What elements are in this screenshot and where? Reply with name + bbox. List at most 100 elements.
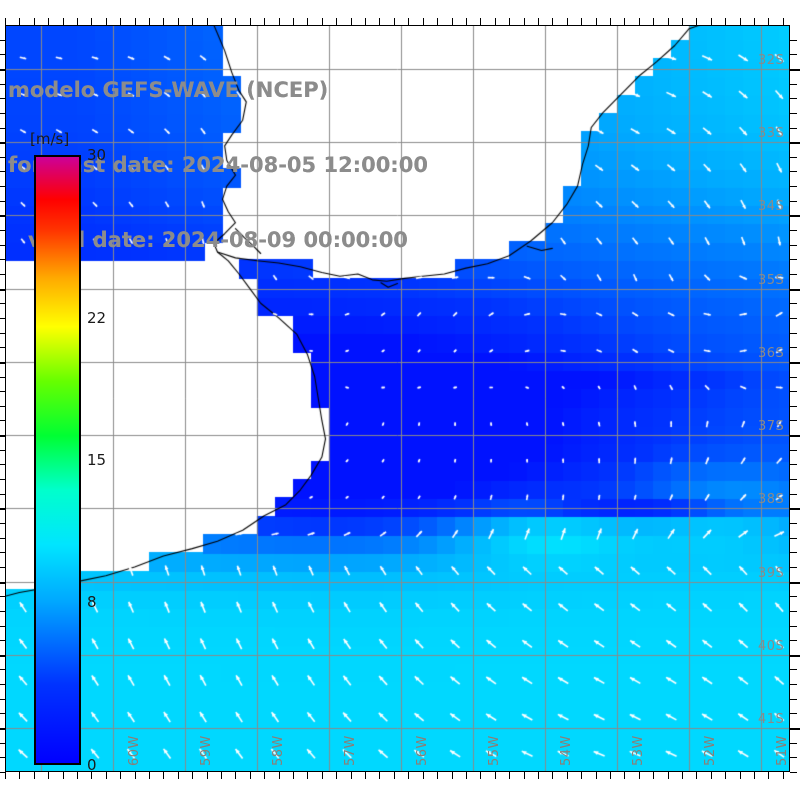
colorbar-legend[interactable]: [m/s] 30 22 15 8 0 [30, 130, 106, 774]
latitude-label-36S: 36S [758, 345, 785, 361]
map-plot-area[interactable] [5, 25, 790, 772]
axis-minor-tick [293, 772, 294, 779]
axis-minor-tick [149, 772, 150, 779]
colorbar-units-label: [m/s] [30, 130, 70, 148]
longitude-label-58W: 58W [271, 735, 287, 766]
axis-minor-tick [336, 772, 337, 779]
colorbar-gradient [36, 157, 79, 763]
axis-minor-tick [307, 772, 308, 779]
axis-minor-tick [250, 18, 251, 25]
axis-ruler-left [0, 25, 5, 773]
axis-minor-tick [509, 18, 510, 25]
axis-minor-tick [696, 772, 697, 779]
latitude-label-40S: 40S [758, 638, 785, 654]
colorbar-tick-30: 30 [87, 146, 107, 164]
axis-minor-tick [790, 84, 797, 85]
axis-minor-tick [696, 18, 697, 25]
axis-minor-tick [135, 772, 136, 779]
axis-minor-tick [790, 611, 797, 612]
axis-minor-tick [48, 772, 49, 779]
axis-minor-tick [19, 772, 20, 779]
axis-minor-tick [790, 128, 797, 129]
axis-minor-tick [379, 18, 380, 25]
wind-direction-arrows-canvas [5, 25, 790, 772]
axis-minor-tick [0, 201, 5, 202]
axis-minor-tick [394, 18, 395, 25]
axis-minor-tick [394, 772, 395, 779]
axis-minor-tick [0, 626, 5, 627]
axis-minor-tick [437, 772, 438, 779]
axis-minor-tick [740, 18, 741, 25]
axis-minor-tick [790, 684, 797, 685]
longitude-label-55W: 55W [487, 735, 503, 766]
axis-minor-tick [790, 772, 797, 773]
axis-minor-tick [538, 772, 539, 779]
axis-minor-tick [0, 84, 5, 85]
axis-minor-tick [19, 18, 20, 25]
axis-minor-tick [552, 18, 553, 25]
colorbar-tick-15: 15 [87, 451, 107, 469]
axis-minor-tick [0, 494, 5, 495]
axis-minor-tick [790, 157, 797, 158]
axis-minor-tick [790, 201, 797, 202]
axis-minor-tick [221, 18, 222, 25]
axis-minor-tick [0, 333, 5, 334]
axis-minor-tick [0, 669, 5, 670]
axis-minor-tick [610, 772, 611, 779]
axis-minor-tick [790, 713, 797, 714]
axis-minor-tick [63, 772, 64, 779]
axis-minor-tick [279, 18, 280, 25]
axis-minor-tick [0, 54, 5, 55]
axis-minor-tick [0, 596, 5, 597]
axis-minor-tick [91, 772, 92, 779]
axis-minor-tick [423, 772, 424, 779]
axis-minor-tick [790, 113, 797, 114]
axis-minor-tick [581, 18, 582, 25]
axis-minor-tick [0, 406, 5, 407]
axis-minor-tick [365, 18, 366, 25]
axis-minor-tick [668, 18, 669, 25]
axis-major-tick [0, 215, 5, 217]
axis-minor-tick [790, 552, 797, 553]
colorbar-gradient-box[interactable] [34, 155, 81, 765]
axis-minor-tick [106, 18, 107, 25]
axis-minor-tick [163, 18, 164, 25]
axis-major-tick [0, 435, 5, 437]
axis-minor-tick [790, 98, 797, 99]
axis-major-tick [0, 655, 5, 657]
axis-minor-tick [596, 18, 597, 25]
axis-minor-tick [77, 772, 78, 779]
axis-minor-tick [790, 523, 797, 524]
axis-minor-tick [682, 18, 683, 25]
axis-minor-tick [480, 18, 481, 25]
axis-minor-tick [624, 772, 625, 779]
axis-minor-tick [783, 772, 784, 779]
axis-minor-tick [790, 450, 797, 451]
axis-minor-tick [790, 274, 797, 275]
axis-minor-tick [5, 772, 6, 779]
latitude-label-34S: 34S [758, 199, 785, 215]
axis-minor-tick [581, 772, 582, 779]
axis-major-tick [790, 508, 800, 510]
latitude-label-39S: 39S [758, 565, 785, 581]
axis-minor-tick [163, 772, 164, 779]
longitude-label-54W: 54W [559, 735, 575, 766]
axis-major-tick [0, 69, 5, 71]
axis-minor-tick [207, 772, 208, 779]
axis-minor-tick [466, 772, 467, 779]
axis-minor-tick [235, 18, 236, 25]
axis-minor-tick [437, 18, 438, 25]
axis-minor-tick [279, 772, 280, 779]
latitude-label-35S: 35S [758, 272, 785, 288]
axis-minor-tick [0, 552, 5, 553]
axis-minor-tick [0, 274, 5, 275]
axis-minor-tick [682, 772, 683, 779]
axis-minor-tick [178, 772, 179, 779]
longitude-label-56W: 56W [415, 735, 431, 766]
axis-major-tick [0, 289, 5, 291]
axis-major-tick [790, 728, 800, 730]
axis-minor-tick [524, 772, 525, 779]
axis-minor-tick [192, 18, 193, 25]
axis-minor-tick [790, 743, 797, 744]
axis-minor-tick [379, 772, 380, 779]
